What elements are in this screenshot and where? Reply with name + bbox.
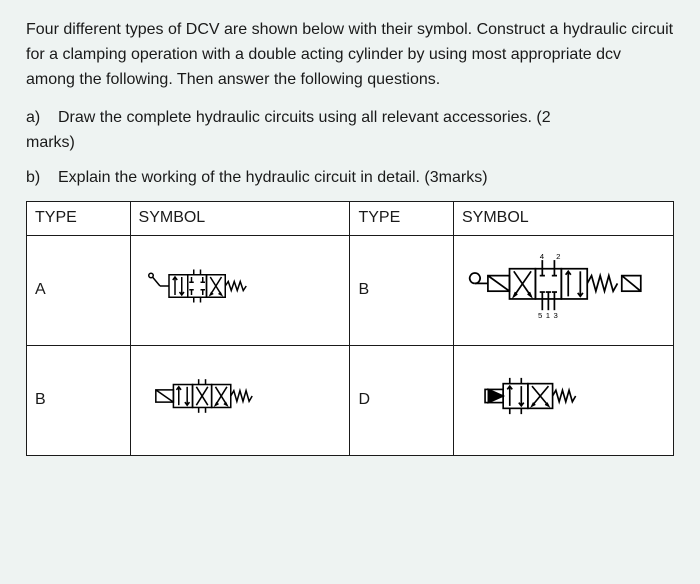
port-label-4: 4 [540,252,545,261]
valve-symbol-C-icon [139,371,269,421]
dcv-table: TYPE SYMBOL TYPE SYMBOL A [26,201,674,456]
port-label-1: 1 [546,311,550,320]
header-symbol-2: SYMBOL [454,201,674,235]
port-label-5: 5 [538,311,542,320]
cell-symbol-A [130,235,350,345]
table-row: A [27,235,674,345]
cell-symbol-D [454,345,674,455]
cell-symbol-B: 4 2 5 1 3 [454,235,674,345]
question-a-label: a) [26,106,58,131]
cell-type-A: A [27,235,131,345]
question-a-tail: marks) [26,131,674,156]
cell-symbol-C [130,345,350,455]
question-b-label: b) [26,166,58,191]
cell-type-D: D [350,345,454,455]
question-a-text: Draw the complete hydraulic circuits usi… [58,106,674,131]
question-b-text: Explain the working of the hydraulic cir… [58,166,674,191]
question-a: a) Draw the complete hydraulic circuits … [26,106,674,156]
valve-symbol-A-icon [139,261,259,311]
cell-type-C: B [27,345,131,455]
port-label-2: 2 [556,252,560,261]
intro-paragraph: Four different types of DCV are shown be… [26,18,674,92]
table-header-row: TYPE SYMBOL TYPE SYMBOL [27,201,674,235]
valve-symbol-D-icon [462,371,602,421]
table-row: B [27,345,674,455]
header-type-2: TYPE [350,201,454,235]
port-label-3: 3 [554,311,558,320]
header-symbol-1: SYMBOL [130,201,350,235]
header-type-1: TYPE [27,201,131,235]
question-page: Four different types of DCV are shown be… [0,0,700,474]
valve-symbol-B-icon: 4 2 5 1 3 [462,251,652,321]
question-b: b) Explain the working of the hydraulic … [26,166,674,191]
cell-type-B: B [350,235,454,345]
